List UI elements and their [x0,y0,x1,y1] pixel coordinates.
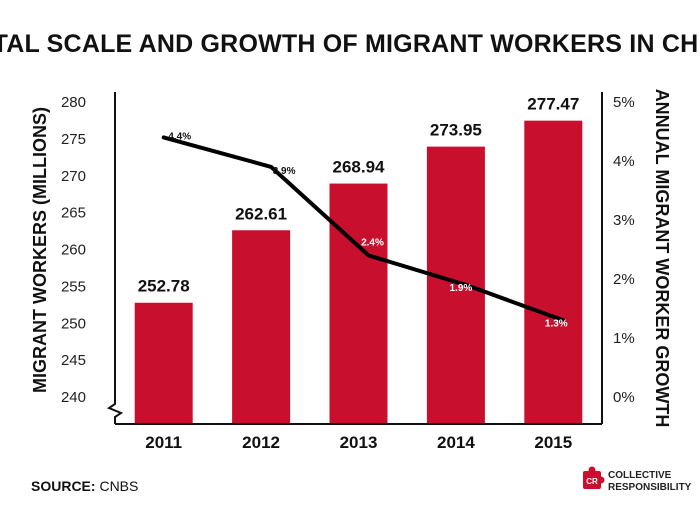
brand-line2: RESPONSIBILITY [608,482,692,493]
left-tick-label: 260 [61,242,86,259]
bar-value-label: 268.94 [333,158,386,177]
bar [426,146,485,424]
puzzle-icon [583,466,605,489]
left-tick-label: 275 [61,131,86,148]
growth-line [161,135,566,323]
x-tick-label: 2012 [242,433,280,452]
brand-logo: CR COLLECTIVE RESPONSIBILITY [583,466,692,493]
x-axis-ticks: 2011 2012 2013 2014 2015 [145,433,572,452]
axes [106,92,603,425]
growth-value-label: 1.9% [450,283,473,294]
bar-value-label: 273.95 [430,121,482,140]
right-tick-label: 3% [613,212,635,229]
growth-line-series [161,135,566,323]
left-tick-label: 240 [61,389,86,406]
bar [524,120,583,424]
right-axis-title: ANNUAL MIGRANT WORKER GROWTH [652,89,672,428]
source-note: SOURCE: CNBS [31,478,138,494]
bar-value-label: 262.61 [235,204,287,223]
bar-value-labels: 252.78 262.61 268.94 273.95 277.47 [138,95,580,296]
growth-value-label: 2.4% [361,237,384,248]
growth-value-labels: 4.4% 3.9% 2.4% 1.9% 1.3% [168,131,568,329]
brand-line1: COLLECTIVE [608,470,672,481]
x-tick-label: 2011 [145,433,182,452]
x-tick-label: 2013 [340,433,378,452]
right-tick-label: 2% [613,271,635,288]
left-tick-label: 255 [61,278,86,295]
bar-value-label: 277.47 [527,95,579,114]
left-axis-ticks: 240 245 250 255 260 265 270 275 280 [61,94,86,406]
left-tick-label: 270 [61,168,86,185]
chart-title: TOTAL SCALE AND GROWTH OF MIGRANT WORKER… [0,30,700,58]
brand-mark: CR [586,477,598,486]
right-tick-label: 5% [613,94,635,111]
source-value: CNBS [99,478,138,494]
source-label: SOURCE: [31,478,96,494]
right-tick-label: 0% [613,389,635,406]
left-axis-line [106,92,124,424]
x-tick-label: 2015 [534,433,572,452]
right-tick-label: 1% [613,330,635,347]
right-tick-label: 4% [613,153,635,170]
bar [329,183,388,424]
bar-series [134,120,583,424]
left-tick-label: 250 [61,315,86,332]
growth-value-label: 3.9% [273,166,296,177]
x-tick-label: 2014 [437,433,475,452]
growth-value-label: 4.4% [168,131,191,142]
bar [134,302,193,424]
left-axis-title: MIGRANT WORKERS (MILLIONS) [30,107,50,393]
bar [232,230,291,424]
bar-value-label: 252.78 [138,277,190,296]
growth-value-label: 1.3% [545,318,568,329]
right-axis-ticks: 0% 1% 2% 3% 4% 5% [613,94,635,406]
left-tick-label: 280 [61,94,86,111]
left-tick-label: 265 [61,205,86,222]
left-tick-label: 245 [61,352,86,369]
